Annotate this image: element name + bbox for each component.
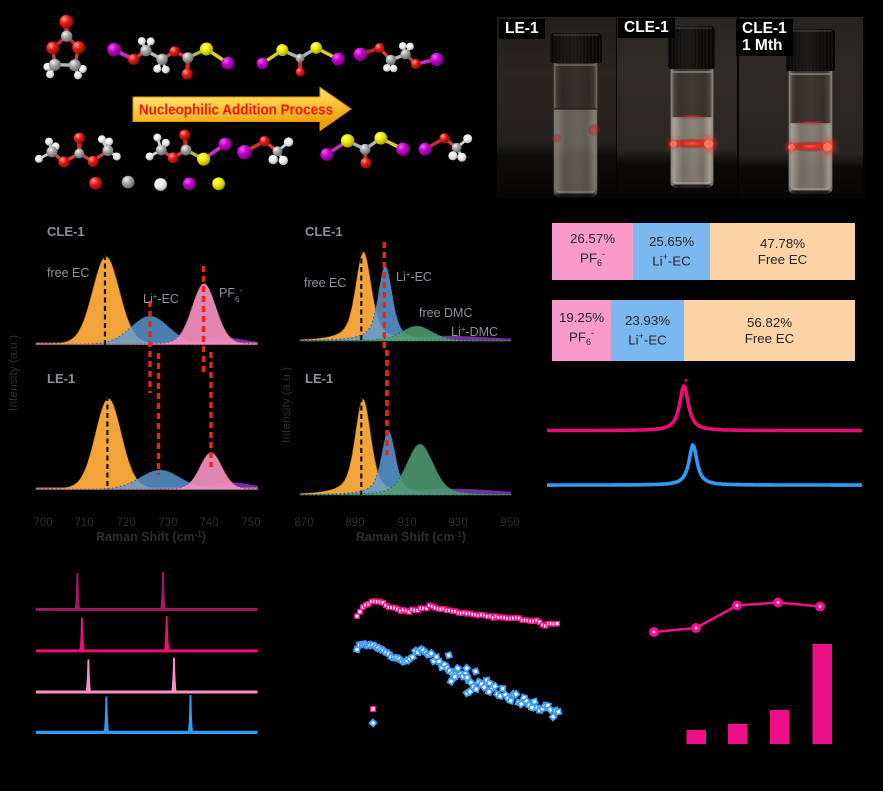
svg-text:750: 750 — [241, 517, 260, 529]
svg-text:free EC: free EC — [304, 276, 346, 290]
svg-text:Raman Shift (cm-1): Raman Shift (cm-1) — [356, 530, 466, 545]
svg-text:740: 740 — [199, 517, 218, 529]
svg-text:710: 710 — [74, 517, 93, 529]
svg-text:870: 870 — [294, 517, 313, 529]
svg-text:720: 720 — [116, 517, 135, 529]
svg-text:890: 890 — [345, 517, 364, 529]
svg-text:910: 910 — [397, 517, 416, 529]
svg-text:CLE-1: CLE-1 — [47, 224, 85, 239]
svg-text:930: 930 — [448, 517, 467, 529]
svg-text:Intensity (a.u.): Intensity (a.u.) — [279, 367, 293, 443]
svg-text:950: 950 — [500, 517, 519, 529]
svg-text:free EC: free EC — [47, 266, 89, 280]
svg-text:LE-1: LE-1 — [305, 371, 333, 386]
svg-text:free DMC: free DMC — [419, 306, 472, 320]
svg-text:LE-1: LE-1 — [47, 371, 75, 386]
svg-text:700: 700 — [33, 517, 52, 529]
svg-text:PF6-: PF6- — [219, 286, 242, 304]
svg-text:Li+-DMC: Li+-DMC — [451, 325, 498, 340]
svg-text:Li+-EC: Li+-EC — [143, 292, 179, 307]
svg-text:730: 730 — [158, 517, 177, 529]
svg-text:CLE-1: CLE-1 — [305, 224, 343, 239]
svg-text:Raman Shift (cm-1): Raman Shift (cm-1) — [96, 530, 206, 545]
svg-text:Nucleophilic Addition Process: Nucleophilic Addition Process — [139, 102, 333, 119]
svg-text:Intensity (a.u.): Intensity (a.u.) — [6, 335, 20, 411]
svg-text:Li+-EC: Li+-EC — [396, 270, 432, 285]
